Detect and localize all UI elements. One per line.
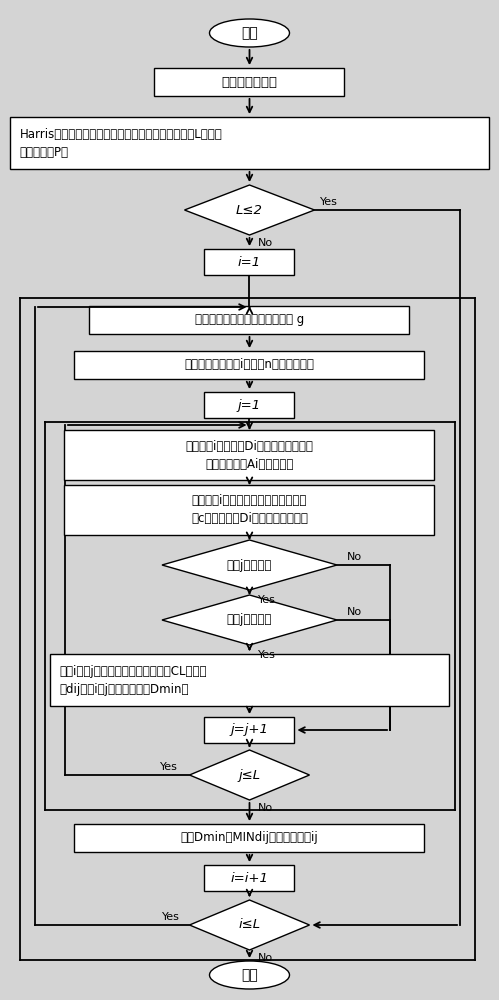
Text: Yes: Yes [162,912,179,922]
Bar [9,117,490,169]
Text: j≤L: j≤L [239,768,260,782]
Polygon shape [162,595,337,645]
Polygon shape [190,900,309,950]
Text: 凹点j在矩形内: 凹点j在矩形内 [227,613,272,626]
Text: 的c倍为宽长，Di为长度的限定矩形: 的c倍为宽长，Di为长度的限定矩形 [191,512,308,526]
Text: 求重心到目标凹点i的向量n，定为主向量: 求重心到目标凹点i的向量n，定为主向量 [185,359,314,371]
Bar [64,485,435,535]
Text: 出dij，将i、j的值存入数组Dmin中: 出dij，将i、j的值存入数组Dmin中 [59,682,189,696]
Text: 凹点j在扇形内: 凹点j在扇形内 [227,558,272,572]
Bar [64,430,435,480]
Text: Yes: Yes [257,595,275,605]
Text: 矿石图像预处理: 矿石图像预处理 [222,76,277,89]
Polygon shape [162,540,337,590]
Text: 均偏离主向量Ai的搜索扇形: 均偏离主向量Ai的搜索扇形 [205,458,294,471]
Text: i=i+1: i=i+1 [231,871,268,884]
Text: 找出Dmin中MINdij，确定分离线ij: 找出Dmin中MINdij，确定分离线ij [181,832,318,844]
Text: 开始: 开始 [241,26,258,40]
Text: 值存入数组P中: 值存入数组P中 [19,145,68,158]
Text: 结束: 结束 [241,968,258,982]
Text: Yes: Yes [319,197,337,207]
Polygon shape [190,750,309,800]
Text: 确定以点i为宽度中点、扇形最长宽度: 确定以点i为宽度中点、扇形最长宽度 [192,494,307,508]
Text: j=j+1: j=j+1 [231,724,268,736]
Bar [205,249,294,275]
Text: No: No [257,803,272,813]
Bar [74,351,425,379]
Text: j=1: j=1 [238,398,261,412]
Text: No: No [257,953,272,963]
Bar [155,68,344,96]
Text: 确定以点i为圆心、Di为半径，左右方向: 确定以点i为圆心、Di为半径，左右方向 [186,440,313,452]
Bar [205,392,294,418]
Bar [89,306,410,334]
Ellipse shape [210,19,289,47]
Text: Harris和圆形模版检测法获取目标凹点，并将凹点数L、坐标: Harris和圆形模版检测法获取目标凹点，并将凹点数L、坐标 [19,127,222,140]
Text: i≤L: i≤L [239,918,260,932]
Bar [74,824,425,852]
Text: 求圆形模板内边缘像素集的重心 g: 求圆形模板内边缘像素集的重心 g [195,314,304,326]
Text: 将点i、点j作为候选匹配对存入数组CL中，求: 将点i、点j作为候选匹配对存入数组CL中，求 [59,664,207,678]
Bar [205,717,294,743]
Bar [205,865,294,891]
Text: No: No [347,552,362,562]
Text: No: No [257,238,272,248]
Text: L≤2: L≤2 [236,204,263,217]
Ellipse shape [210,961,289,989]
Text: Yes: Yes [257,650,275,660]
Polygon shape [185,185,314,235]
Text: No: No [347,607,362,617]
Bar [49,654,450,706]
Text: i=1: i=1 [238,255,261,268]
Text: Yes: Yes [160,762,177,772]
